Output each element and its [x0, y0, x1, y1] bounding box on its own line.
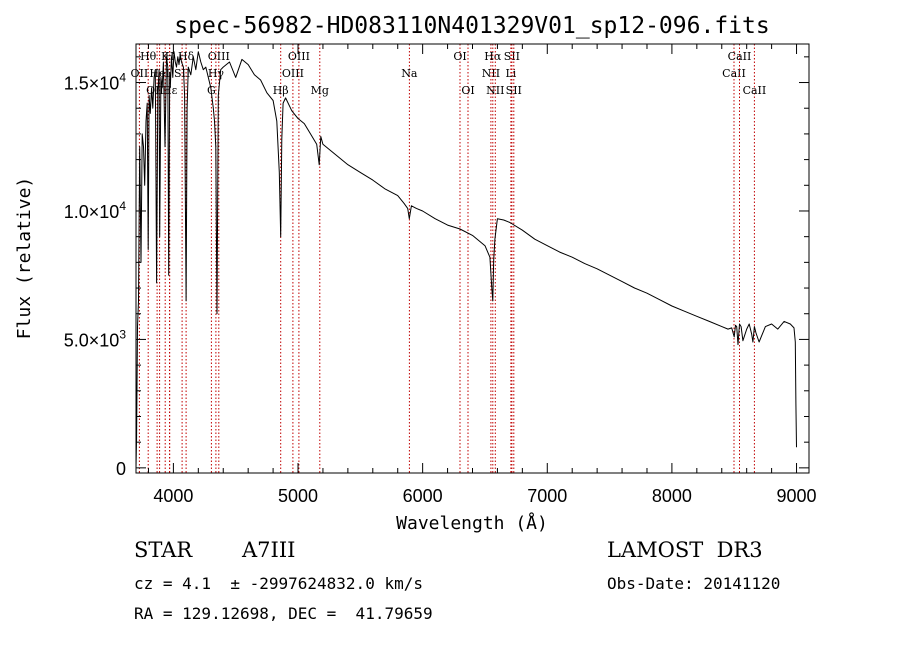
line-label-27: CaII	[743, 84, 767, 97]
line-label-10: OIII	[208, 50, 230, 63]
x-tick-label-5: 9000	[777, 486, 817, 506]
line-label-26: CaII	[728, 50, 752, 63]
line-label-17: OI	[453, 50, 466, 63]
line-label-23: Li	[505, 67, 516, 80]
line-label-19: NII	[482, 67, 500, 80]
x-tick-label-3: 7000	[527, 486, 567, 506]
y-tick-mantissa-2: 1.0×10	[64, 202, 120, 222]
line-label-18: OI	[461, 84, 474, 97]
spectral-subclass: A7III	[242, 538, 296, 562]
y-tick-label-3: 1.5×104	[64, 71, 127, 94]
x-axis: 4000 5000 6000 7000 8000 9000	[147, 44, 817, 506]
line-label-13: OIII	[282, 67, 304, 80]
y-tick-mantissa-0: 0	[116, 459, 126, 479]
y-tick-mantissa-3: 1.5×10	[64, 74, 120, 94]
line-label-12: Hβ	[273, 84, 289, 97]
line-label-5: H	[165, 50, 175, 63]
chart-title: spec-56982-HD083110N401329V01_sp12-096.f…	[174, 13, 769, 39]
y-tick-exponent-2: 4	[119, 199, 126, 213]
line-label-15: Mg	[311, 84, 329, 97]
spectrum-series	[135, 51, 797, 468]
y-tick-exponent-3: 4	[119, 71, 126, 85]
y-tick-mantissa-1: 5.0×10	[64, 330, 120, 350]
y-axis-label: Flux (relative)	[14, 177, 35, 340]
line-label-20: Hα	[484, 50, 502, 63]
redshift-velocity: cz = 4.1 ± -2997624832.0 km/s	[134, 574, 423, 593]
x-axis-label: Wavelength (Å)	[396, 512, 548, 534]
y-tick-exponent-1: 3	[119, 327, 126, 341]
line-label-22: SII	[504, 50, 520, 63]
plot-frame	[135, 43, 810, 474]
line-label-24: SII	[506, 84, 522, 97]
y-tick-label-0: 0	[116, 459, 126, 479]
y-tick-label-2: 1.0×104	[64, 199, 127, 222]
x-tick-label-1: 5000	[278, 486, 318, 506]
survey-name: LAMOST DR3	[607, 538, 763, 562]
x-tick-label-2: 6000	[403, 486, 443, 506]
x-tick-label-4: 8000	[652, 486, 692, 506]
object-type: STAR	[134, 538, 193, 562]
line-label-1: OII	[131, 67, 149, 80]
y-tick-label-1: 5.0×103	[64, 327, 127, 350]
line-label-4: K	[161, 50, 170, 63]
coordinates: RA = 129.12698, DEC = 41.79659	[134, 604, 433, 623]
line-label-21: NII	[486, 84, 504, 97]
line-label-25: CaII	[722, 67, 746, 80]
x-tick-label-0: 4000	[153, 486, 193, 506]
line-label-8: Hδ	[178, 50, 195, 63]
spectrum-line	[135, 51, 797, 468]
line-label-16: Na	[401, 67, 418, 80]
observation-date: Obs-Date: 20141120	[607, 574, 781, 593]
line-label-0: Hθ	[140, 50, 157, 63]
line-label-14: OIII	[288, 50, 310, 63]
